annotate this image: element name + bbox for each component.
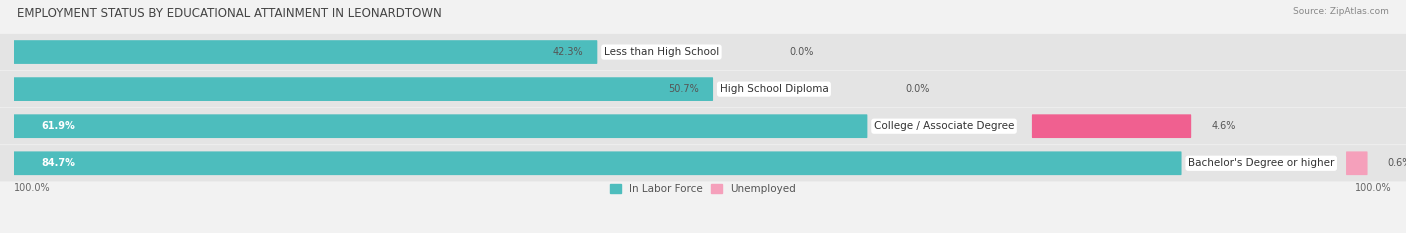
Text: 0.6%: 0.6%: [1388, 158, 1406, 168]
Text: 100.0%: 100.0%: [1355, 183, 1392, 193]
FancyBboxPatch shape: [14, 40, 598, 64]
Text: High School Diploma: High School Diploma: [720, 84, 828, 94]
Text: 100.0%: 100.0%: [14, 183, 51, 193]
Text: Source: ZipAtlas.com: Source: ZipAtlas.com: [1294, 7, 1389, 16]
Text: EMPLOYMENT STATUS BY EDUCATIONAL ATTAINMENT IN LEONARDTOWN: EMPLOYMENT STATUS BY EDUCATIONAL ATTAINM…: [17, 7, 441, 20]
FancyBboxPatch shape: [1346, 151, 1368, 175]
Legend: In Labor Force, Unemployed: In Labor Force, Unemployed: [610, 184, 796, 194]
Text: 0.0%: 0.0%: [905, 84, 929, 94]
Text: 0.0%: 0.0%: [790, 47, 814, 57]
Text: 84.7%: 84.7%: [42, 158, 76, 168]
FancyBboxPatch shape: [0, 108, 1406, 144]
Text: College / Associate Degree: College / Associate Degree: [875, 121, 1014, 131]
FancyBboxPatch shape: [1032, 114, 1191, 138]
FancyBboxPatch shape: [0, 145, 1406, 182]
Text: 42.3%: 42.3%: [553, 47, 583, 57]
Text: 50.7%: 50.7%: [668, 84, 699, 94]
FancyBboxPatch shape: [14, 151, 1181, 175]
Text: 61.9%: 61.9%: [42, 121, 76, 131]
Text: 4.6%: 4.6%: [1212, 121, 1236, 131]
FancyBboxPatch shape: [14, 114, 868, 138]
FancyBboxPatch shape: [0, 71, 1406, 107]
FancyBboxPatch shape: [14, 77, 713, 101]
Text: Bachelor's Degree or higher: Bachelor's Degree or higher: [1188, 158, 1334, 168]
FancyBboxPatch shape: [0, 34, 1406, 70]
Text: Less than High School: Less than High School: [603, 47, 718, 57]
